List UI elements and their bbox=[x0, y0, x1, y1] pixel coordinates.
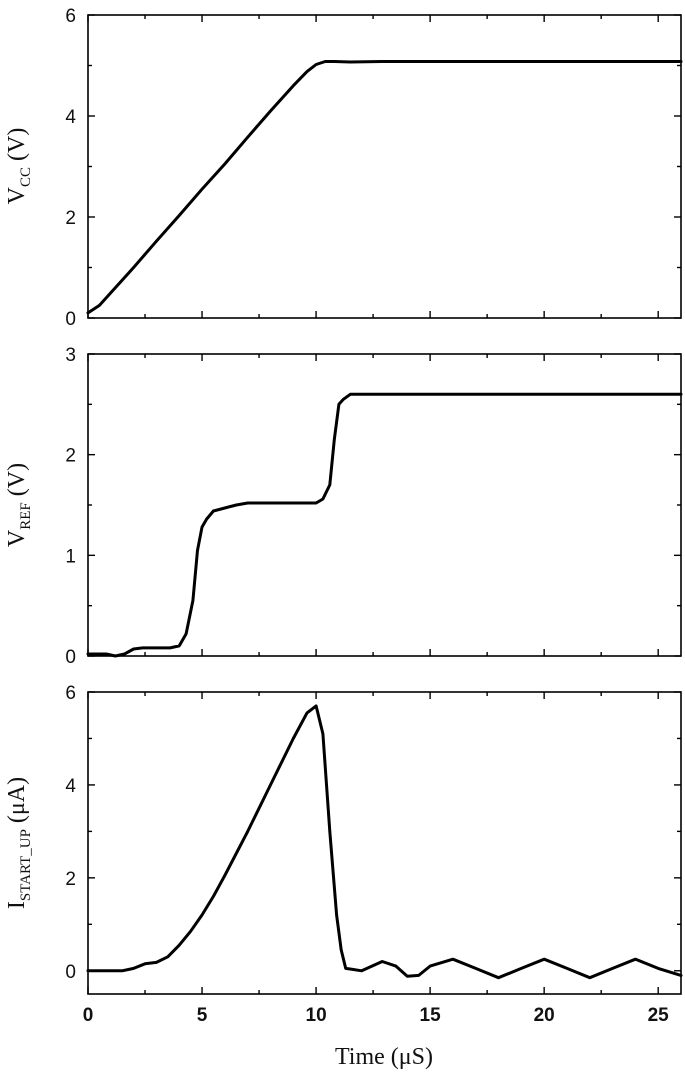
y-tick-label: 1 bbox=[65, 546, 76, 567]
y-tick-label: 2 bbox=[65, 208, 76, 229]
y-tick-label: 0 bbox=[65, 962, 76, 983]
y-tick-label: 6 bbox=[65, 683, 76, 704]
y-tick-label: 3 bbox=[65, 345, 76, 366]
y-tick-label: 6 bbox=[65, 6, 76, 27]
x-ticks-vcc bbox=[87, 15, 659, 318]
x-ticks-vref bbox=[87, 354, 659, 656]
y-ticks-vcc: 0 2 4 6 bbox=[65, 6, 681, 330]
y-tick-label: 0 bbox=[65, 309, 76, 330]
panel-vcc: 0 2 4 6 VCC (V) bbox=[4, 6, 683, 330]
vcc-trace bbox=[86, 60, 683, 315]
plot-frame-istartup bbox=[87, 691, 682, 995]
x-tick-label: 25 bbox=[648, 1005, 670, 1026]
y-tick-label: 0 bbox=[65, 647, 76, 668]
y-tick-label: 2 bbox=[65, 446, 76, 467]
y-axis-label-vcc: VCC (V) bbox=[4, 128, 34, 205]
x-ticks-istartup bbox=[87, 692, 659, 994]
panel-vref: 0 1 2 3 VREF (V) bbox=[4, 345, 683, 668]
y-ticks-vref: 0 1 2 3 bbox=[65, 345, 681, 668]
x-tick-label: 5 bbox=[197, 1005, 208, 1026]
x-axis-label: Time (μS) bbox=[335, 1044, 433, 1070]
x-tick-labels: 0 5 10 15 20 25 bbox=[83, 1005, 669, 1026]
x-tick-label: 10 bbox=[306, 1005, 327, 1026]
istartup-trace bbox=[86, 704, 683, 980]
y-axis-label-istartup: ISTART_UP (μA) bbox=[4, 777, 34, 909]
y-tick-label: 4 bbox=[65, 107, 76, 128]
y-tick-label: 2 bbox=[65, 869, 76, 890]
plot-frame-vref bbox=[87, 353, 682, 657]
vref-trace bbox=[86, 392, 683, 658]
y-tick-label: 4 bbox=[65, 776, 76, 797]
y-axis-label-vref: VREF (V) bbox=[4, 463, 34, 547]
x-tick-label: 0 bbox=[83, 1005, 94, 1026]
x-tick-label: 15 bbox=[420, 1005, 442, 1026]
panel-istartup: 0 2 4 6 ISTART_UP (μA) bbox=[4, 683, 683, 995]
x-tick-label: 20 bbox=[534, 1005, 555, 1026]
y-ticks-istartup: 0 2 4 6 bbox=[65, 683, 681, 983]
